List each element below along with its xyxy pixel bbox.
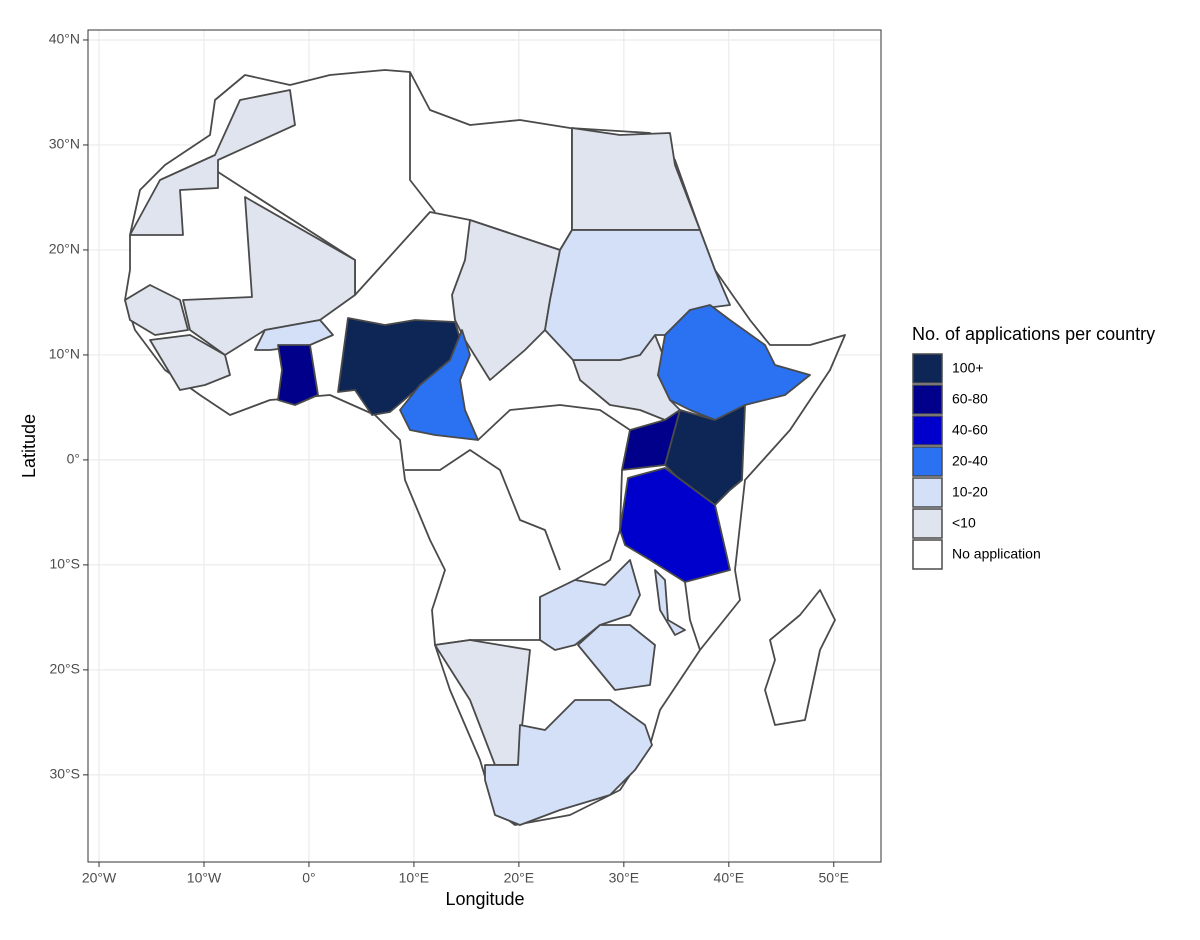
- legend-key: [912, 353, 943, 384]
- x-tick-label: 20°W: [82, 870, 117, 886]
- x-tick-label: 30°E: [609, 870, 640, 886]
- mali: [182, 196, 356, 356]
- ghana: [277, 344, 319, 406]
- y-tick-label: 30°N: [49, 136, 80, 152]
- legend-key: [912, 446, 943, 477]
- ethiopia: [657, 304, 811, 421]
- legend-title: No. of applications per country: [912, 324, 1155, 344]
- uganda: [621, 409, 681, 471]
- zambia: [539, 559, 641, 651]
- x-axis-label: Longitude: [445, 889, 524, 909]
- y-tick-label: 10°N: [49, 346, 80, 362]
- zimbabwe: [577, 624, 656, 691]
- legend: 100+ 60-80 40-60 20-40 10-20 <10 No applicatio…: [912, 353, 1041, 570]
- axes: 20°W 10°W 0° 10°E 20°E 30°E 40°E 50°E 40°N 30°N 20…: [49, 31, 849, 886]
- legend-key: [912, 477, 943, 508]
- malawi: [654, 569, 686, 636]
- burkina-faso: [254, 319, 334, 351]
- morocco: [129, 89, 296, 236]
- y-tick-label: 10°S: [49, 556, 80, 572]
- x-tick-label: 20°E: [504, 870, 535, 886]
- y-tick-label: 40°N: [49, 31, 80, 47]
- legend-label: 60-80: [952, 391, 988, 407]
- madagascar: [764, 589, 836, 726]
- africa-map: [124, 69, 846, 826]
- legend-label: 20-40: [952, 453, 988, 469]
- guinea: [149, 334, 231, 391]
- panel-border: [87, 29, 882, 863]
- y-tick-label: 20°S: [49, 661, 80, 677]
- legend-label: 100+: [952, 360, 984, 376]
- legend-key: [912, 384, 943, 415]
- sudan: [544, 229, 731, 361]
- x-tick-label: 10°E: [399, 870, 430, 886]
- legend-key: [912, 539, 943, 570]
- x-tick-label: 40°E: [714, 870, 745, 886]
- south-africa: [484, 699, 653, 826]
- legend-label: 10-20: [952, 484, 988, 500]
- legend-label: <10: [952, 515, 976, 531]
- cameroon: [399, 329, 479, 441]
- legend-label: 40-60: [952, 422, 988, 438]
- border: [405, 449, 561, 571]
- legend-key: [912, 415, 943, 446]
- senegal: [124, 284, 189, 336]
- y-tick-label: 30°S: [49, 766, 80, 782]
- x-tick-label: 50°E: [819, 870, 850, 886]
- y-tick-label: 0°: [67, 451, 80, 467]
- border: [684, 581, 701, 651]
- border: [409, 72, 436, 213]
- x-tick-label: 10°W: [187, 870, 222, 886]
- tanzania: [619, 467, 731, 583]
- x-tick-label: 0°: [302, 870, 315, 886]
- legend-key: [912, 508, 943, 539]
- y-tick-label: 20°N: [49, 241, 80, 257]
- y-axis-label: Latitude: [19, 414, 39, 478]
- legend-label: No application: [952, 546, 1041, 562]
